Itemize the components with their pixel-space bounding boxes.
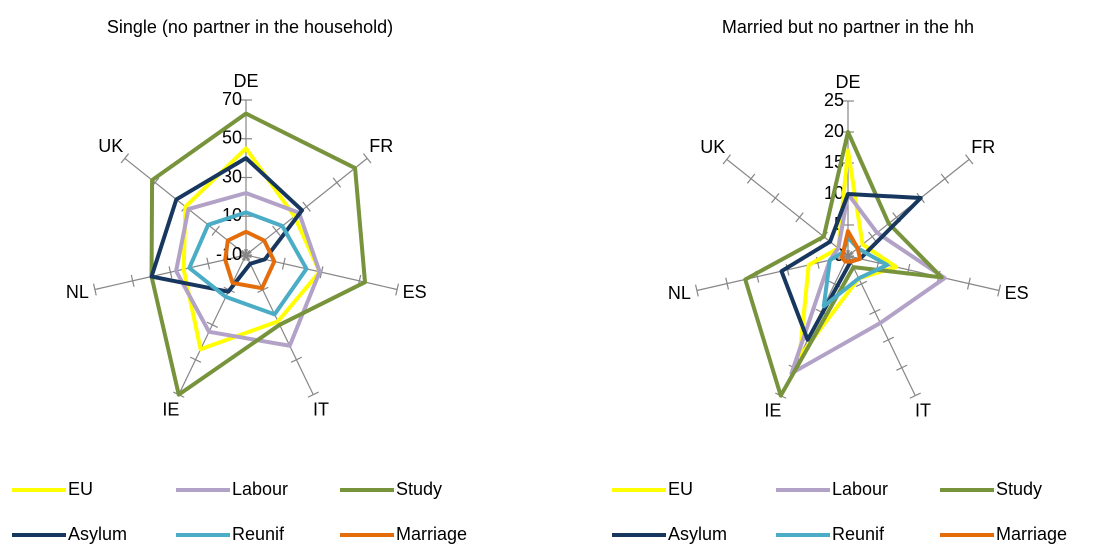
tick-mark <box>722 154 732 165</box>
series-line <box>149 156 305 294</box>
series-line <box>187 210 309 317</box>
tick-mark <box>241 249 251 261</box>
legend-label: Labour <box>232 479 288 499</box>
legend-label: EU <box>68 479 93 499</box>
legend-label: Marriage <box>996 524 1067 544</box>
tick-mark <box>302 201 311 212</box>
tick-mark <box>290 356 303 363</box>
axis-spoke <box>696 255 849 292</box>
y-tick-label: 25 <box>824 90 844 110</box>
y-tick-label: -10 <box>216 244 242 264</box>
tick-mark <box>997 284 1002 297</box>
tick-mark <box>882 336 895 343</box>
tick-mark <box>120 153 130 164</box>
y-tick-label: 20 <box>824 121 844 141</box>
legend-label: Study <box>996 479 1042 499</box>
y-tick-label: 50 <box>222 128 242 148</box>
tick-mark <box>964 154 974 165</box>
tick-mark <box>896 364 908 371</box>
category-label: NL <box>668 283 691 303</box>
legend-label: Reunif <box>232 524 285 544</box>
category-label: UK <box>98 136 123 156</box>
tick-mark <box>206 257 211 270</box>
category-label: IE <box>162 400 179 420</box>
legend-label: Asylum <box>668 524 727 544</box>
tick-mark <box>725 277 730 290</box>
legend-label: EU <box>668 479 693 499</box>
tick-mark <box>795 212 804 223</box>
legend-label: Study <box>396 479 442 499</box>
tick-mark <box>855 280 868 288</box>
category-label: IT <box>313 400 329 420</box>
legend-label: Asylum <box>68 524 127 544</box>
series-line <box>223 229 277 291</box>
tick-mark <box>771 192 780 204</box>
category-label: DE <box>233 71 258 91</box>
tick-mark <box>272 225 281 236</box>
legend-label: Labour <box>832 479 888 499</box>
tick-mark <box>940 173 950 184</box>
category-label: UK <box>700 137 725 157</box>
tick-mark <box>694 284 699 297</box>
tick-mark <box>362 153 372 164</box>
axis-spoke <box>847 255 1000 292</box>
series-line <box>839 229 863 264</box>
tick-mark <box>332 177 342 188</box>
category-label: ES <box>1005 283 1029 303</box>
tick-mark <box>395 283 400 296</box>
tick-mark <box>211 225 220 236</box>
series-line <box>789 192 947 376</box>
tick-mark <box>92 283 97 296</box>
chart-title: Married but no partner in the hh <box>722 17 974 37</box>
category-label: FR <box>971 137 995 157</box>
tick-mark <box>168 266 173 279</box>
axis-spoke <box>726 158 849 257</box>
category-label: DE <box>835 72 860 92</box>
legend-label: Reunif <box>832 524 885 544</box>
legend-label: Marriage <box>396 524 467 544</box>
tick-mark <box>281 257 286 270</box>
series-line <box>149 111 368 397</box>
chart-title: Single (no partner in the household) <box>107 17 393 37</box>
category-label: ES <box>403 282 427 302</box>
category-label: NL <box>66 282 89 302</box>
tick-mark <box>307 391 319 398</box>
tick-mark <box>868 231 877 242</box>
tick-mark <box>130 274 135 287</box>
series-line <box>174 191 322 348</box>
tick-mark <box>869 308 881 316</box>
category-label: FR <box>369 136 393 156</box>
tick-mark <box>189 356 202 363</box>
tick-mark <box>909 392 921 399</box>
tick-mark <box>206 321 219 328</box>
category-label: IT <box>915 401 931 421</box>
y-tick-label: 70 <box>222 89 242 109</box>
tick-mark <box>966 277 971 290</box>
tick-mark <box>746 173 756 184</box>
series-line <box>743 130 944 398</box>
category-label: IE <box>764 401 781 421</box>
